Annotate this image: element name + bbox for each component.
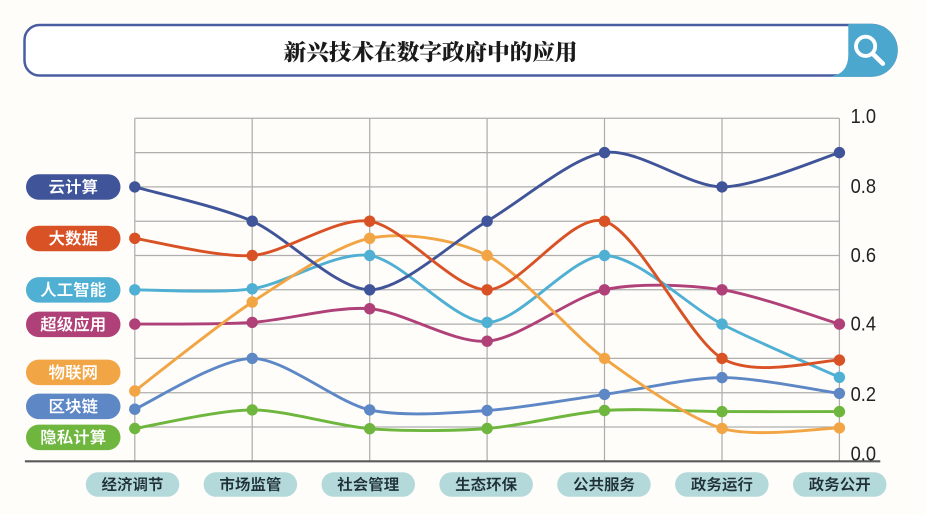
- svg-text:1.0: 1.0: [851, 106, 876, 128]
- svg-text:0.6: 0.6: [851, 245, 876, 267]
- svg-text:0.2: 0.2: [851, 384, 876, 406]
- svg-text:0.0: 0.0: [851, 443, 876, 465]
- svg-text:0.8: 0.8: [851, 176, 876, 198]
- svg-text:0.4: 0.4: [851, 314, 876, 336]
